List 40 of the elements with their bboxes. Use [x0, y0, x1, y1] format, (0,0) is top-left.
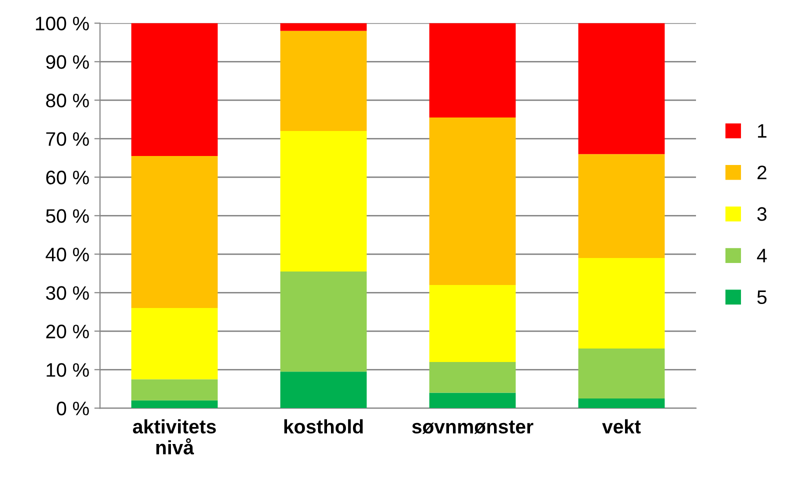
bar — [578, 258, 665, 348]
bar — [280, 130, 367, 272]
bar — [280, 372, 367, 408]
bar — [131, 308, 218, 380]
bar — [280, 23, 367, 31]
bar — [131, 156, 218, 308]
legend-label: 5 — [757, 290, 767, 304]
bar — [429, 392, 516, 408]
bar — [429, 23, 516, 118]
y-tick-label: 10 % — [46, 363, 89, 377]
y-tick-label: 0 % — [56, 402, 89, 416]
y-tick-label: 90 % — [46, 55, 89, 69]
y-tick-label: 70 % — [46, 132, 89, 146]
y-tick-label: 60 % — [46, 170, 89, 184]
x-tick-label: kosthold — [284, 419, 363, 434]
legend-label: 4 — [756, 248, 767, 262]
x-tick-label: vekt — [602, 419, 641, 434]
y-tick-label: 20 % — [46, 324, 89, 338]
bar — [578, 348, 665, 399]
bar — [578, 398, 665, 408]
bar — [131, 379, 218, 400]
y-tick-label: 40 % — [46, 248, 89, 262]
bar — [280, 271, 367, 372]
bar — [578, 23, 665, 154]
legend-label: 2 — [758, 166, 766, 180]
legend-label: 1 — [758, 124, 766, 138]
x-tick-label: aktivitets nivå — [132, 419, 216, 454]
y-tick-label: 50 % — [46, 209, 89, 223]
bar — [429, 284, 516, 362]
y-tick-label: 80 % — [46, 94, 89, 108]
bar — [131, 400, 218, 408]
bar — [578, 154, 665, 258]
bar — [280, 30, 367, 131]
bar — [429, 117, 516, 285]
bar — [131, 23, 218, 156]
bar — [429, 362, 516, 393]
y-tick-label: 30 % — [46, 286, 89, 300]
legend-label: 3 — [757, 207, 766, 221]
y-tick-label: 100 % — [36, 16, 89, 30]
x-tick-label: søvnmønster — [412, 420, 534, 434]
